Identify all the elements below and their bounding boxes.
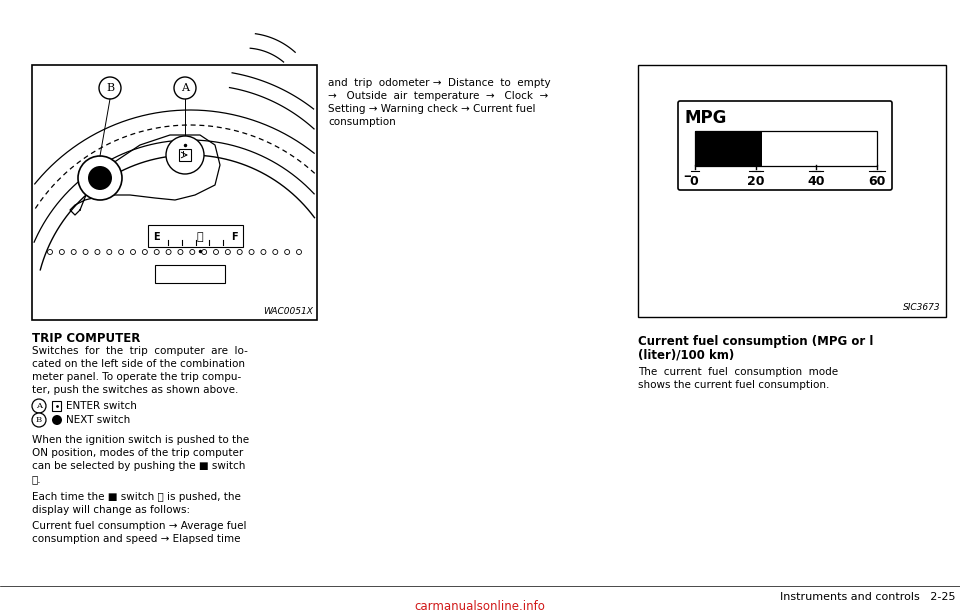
Bar — [638, 65, 946, 317]
Text: A: A — [181, 83, 189, 93]
Text: SIC3673: SIC3673 — [903, 303, 941, 312]
Text: 60: 60 — [868, 175, 886, 188]
Text: ENTER switch: ENTER switch — [66, 401, 137, 411]
Bar — [32, 65, 317, 320]
Text: display will change as follows:: display will change as follows: — [32, 505, 190, 515]
Text: Ⓐ.: Ⓐ. — [32, 474, 41, 484]
Text: cated on the left side of the combination: cated on the left side of the combinatio… — [32, 359, 245, 369]
Bar — [695, 131, 762, 166]
Text: consumption: consumption — [328, 117, 396, 127]
Circle shape — [52, 415, 62, 425]
Text: NEXT switch: NEXT switch — [66, 415, 131, 425]
Text: →   Outside  air  temperature  →   Clock  →: → Outside air temperature → Clock → — [328, 91, 548, 101]
Text: Switches  for  the  trip  computer  are  lo-: Switches for the trip computer are lo- — [32, 346, 248, 356]
Circle shape — [78, 156, 122, 200]
FancyBboxPatch shape — [678, 101, 892, 190]
Bar — [52, 401, 61, 411]
Text: Setting → Warning check → Current fuel: Setting → Warning check → Current fuel — [328, 104, 536, 114]
Circle shape — [174, 77, 196, 99]
Text: When the ignition switch is pushed to the: When the ignition switch is pushed to th… — [32, 435, 250, 445]
Text: 20: 20 — [747, 175, 764, 188]
Bar — [148, 225, 243, 247]
Circle shape — [99, 77, 121, 99]
Text: carmanualsonline.info: carmanualsonline.info — [415, 599, 545, 611]
Text: E: E — [153, 232, 159, 242]
Text: Current fuel consumption (MPG or l: Current fuel consumption (MPG or l — [638, 335, 874, 348]
Text: Current fuel consumption → Average fuel: Current fuel consumption → Average fuel — [32, 521, 247, 531]
Text: ON position, modes of the trip computer: ON position, modes of the trip computer — [32, 448, 243, 458]
Text: and  trip  odometer →  Distance  to  empty: and trip odometer → Distance to empty — [328, 78, 551, 88]
Text: ̅0: ̅0 — [690, 175, 700, 188]
Bar — [695, 131, 877, 166]
Bar — [762, 131, 877, 166]
Text: meter panel. To operate the trip compu-: meter panel. To operate the trip compu- — [32, 372, 241, 382]
Text: TRIP COMPUTER: TRIP COMPUTER — [32, 332, 140, 345]
Text: ⛽: ⛽ — [197, 232, 204, 242]
Text: shows the current fuel consumption.: shows the current fuel consumption. — [638, 380, 829, 390]
Circle shape — [32, 413, 46, 427]
Ellipse shape — [166, 136, 204, 174]
Text: (liter)/100 km): (liter)/100 km) — [638, 349, 734, 362]
Text: ter, push the switches as shown above.: ter, push the switches as shown above. — [32, 385, 238, 395]
Text: B: B — [36, 416, 42, 424]
Text: consumption and speed → Elapsed time: consumption and speed → Elapsed time — [32, 534, 241, 544]
Text: Instruments and controls   2-25: Instruments and controls 2-25 — [780, 592, 955, 602]
Text: MPG: MPG — [684, 109, 727, 127]
Circle shape — [88, 166, 112, 190]
Bar — [179, 149, 191, 161]
Text: Each time the ■ switch Ⓐ is pushed, the: Each time the ■ switch Ⓐ is pushed, the — [32, 492, 241, 502]
Text: 40: 40 — [807, 175, 825, 188]
Text: F: F — [231, 232, 238, 242]
Text: The  current  fuel  consumption  mode: The current fuel consumption mode — [638, 367, 838, 377]
Circle shape — [32, 399, 46, 413]
Text: WAC0051X: WAC0051X — [263, 307, 313, 316]
Bar — [155, 265, 225, 283]
Text: B: B — [106, 83, 114, 93]
Text: A: A — [36, 402, 42, 410]
Text: can be selected by pushing the ■ switch: can be selected by pushing the ■ switch — [32, 461, 246, 471]
